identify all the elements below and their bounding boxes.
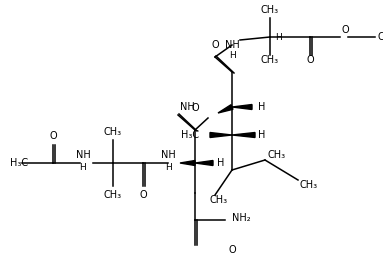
Text: CH₃: CH₃	[300, 180, 318, 190]
Text: O: O	[139, 190, 147, 200]
Text: CH₃: CH₃	[210, 195, 228, 205]
Text: CH₃: CH₃	[378, 32, 383, 42]
Text: H: H	[217, 158, 224, 168]
Text: H₃C: H₃C	[10, 158, 28, 168]
Text: O: O	[191, 103, 199, 113]
Text: O: O	[228, 245, 236, 255]
Text: H: H	[258, 130, 265, 140]
Text: H: H	[229, 51, 236, 60]
Text: CH₃: CH₃	[261, 55, 279, 65]
Polygon shape	[180, 160, 195, 165]
Text: H: H	[258, 102, 265, 112]
Text: H: H	[165, 163, 171, 172]
Text: CH₃: CH₃	[261, 5, 279, 15]
Text: O: O	[211, 40, 219, 50]
Polygon shape	[232, 105, 252, 110]
Polygon shape	[232, 132, 255, 138]
Text: CH₃: CH₃	[104, 127, 122, 137]
Text: H: H	[80, 163, 87, 172]
Text: CH₃: CH₃	[268, 150, 286, 160]
Text: CH₃: CH₃	[104, 190, 122, 200]
Text: O: O	[306, 55, 314, 65]
Polygon shape	[195, 160, 213, 165]
Text: NH: NH	[224, 40, 239, 50]
Text: O: O	[49, 131, 57, 141]
Polygon shape	[218, 105, 233, 113]
Text: H₃C: H₃C	[181, 130, 199, 140]
Text: O: O	[341, 25, 349, 35]
Text: NH: NH	[160, 150, 175, 160]
Text: H: H	[275, 32, 282, 41]
Polygon shape	[210, 132, 232, 138]
Text: NH: NH	[180, 102, 195, 112]
Text: NH: NH	[75, 150, 90, 160]
Text: NH₂: NH₂	[232, 213, 250, 223]
